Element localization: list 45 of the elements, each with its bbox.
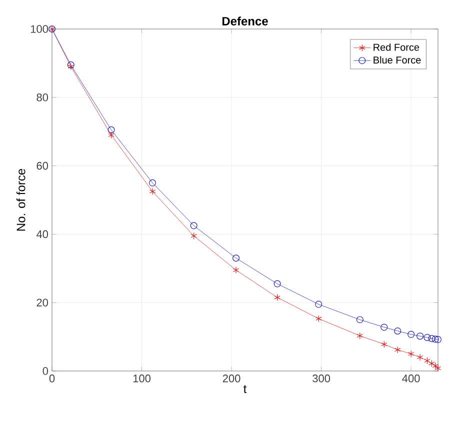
point <box>232 254 240 262</box>
point <box>434 336 442 344</box>
chart-title: Defence <box>222 16 268 26</box>
x-tick-label: 300 <box>312 374 330 382</box>
point <box>416 354 424 361</box>
point <box>274 280 281 288</box>
x-axis-title: t <box>244 385 247 394</box>
point <box>108 126 115 134</box>
y-tick-label: 20 <box>36 298 48 306</box>
x-tick-label: 100 <box>133 374 151 382</box>
point <box>432 362 438 370</box>
point <box>149 188 156 195</box>
y-tick-label: 0 <box>42 367 48 375</box>
x-tick-label: 400 <box>402 374 420 382</box>
point <box>190 222 198 230</box>
point <box>408 350 414 358</box>
point <box>274 294 280 301</box>
point <box>381 340 388 348</box>
point <box>416 332 424 340</box>
point <box>149 179 156 186</box>
point <box>356 316 364 324</box>
point <box>424 357 430 364</box>
point <box>108 132 114 139</box>
point <box>428 334 436 342</box>
point <box>232 266 240 274</box>
point <box>380 324 388 331</box>
point <box>315 300 322 308</box>
point <box>316 315 322 322</box>
y-axis-title: No. of force <box>16 168 26 231</box>
point <box>428 360 435 367</box>
legend-label: Blue Force <box>374 56 421 64</box>
x-tick-label: 0 <box>49 374 55 382</box>
y-tick-label: 60 <box>36 162 48 170</box>
point <box>408 330 415 338</box>
y-tick-label: 40 <box>36 230 48 238</box>
y-tick-label: 100 <box>30 25 48 33</box>
legend-label: Red Force <box>374 43 420 51</box>
y-tick-label: 80 <box>36 94 48 102</box>
point <box>424 334 431 341</box>
point <box>394 346 401 354</box>
point <box>394 327 402 334</box>
x-tick-label: 200 <box>222 374 240 382</box>
point <box>356 332 363 340</box>
point <box>190 232 197 240</box>
point <box>434 364 442 372</box>
